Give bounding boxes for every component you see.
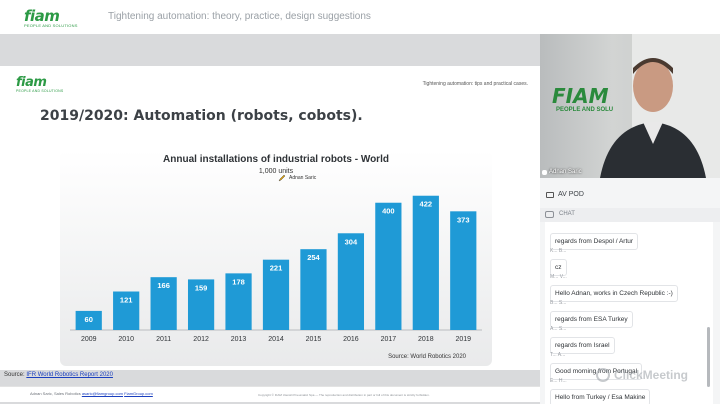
chat-message: E... H... Hello from Turkey / Esa Makine [550,378,651,404]
chat-message-author: B... S... [550,300,567,306]
top-header: fiam PEOPLE AND SOLUTIONS Tightening aut… [0,0,720,34]
chat-message-author: E... H... [550,378,567,384]
chart-data-label-2012: 159 [195,283,208,292]
source-prefix: Source: [4,372,27,378]
chat-message-text: regards from Despol / Artur [550,233,639,250]
chart-tick-label-2012: 2012 [193,336,209,343]
chart-bar-2009 [75,310,102,330]
chart-data-label-2017: 400 [382,207,395,216]
presenter-video[interactable]: FIAM PEOPLE AND SOLU Adnan Saric [540,34,720,178]
chart-tick-label-2011: 2011 [156,336,171,343]
chart-data-label-2009: 60 [85,315,93,324]
chart-tick-label-2018: 2018 [418,336,434,343]
chart-data-label-2014: 221 [270,264,283,273]
slide-logo-subtitle: PEOPLE AND SOLUTIONS [16,89,64,93]
clickmeeting-logo-icon [596,368,610,382]
chat-header[interactable]: CHAT [540,208,720,222]
chart-canvas: 60 2009 121 2010 166 2011 159 2012 178 2013 221 201… [70,195,482,343]
footer-copyright: Copyright © FIAM Utensili Pneumatici Spa… [258,393,430,397]
slide-footer: Adnan Saric, Sales Robotics asaric@fiamg… [0,386,540,402]
chat-message: K... B... cz [550,248,567,276]
chart-title: Annual installations of industrial robot… [163,154,389,165]
chat-icon [545,211,554,218]
chat-message-author: K... B... [550,248,567,254]
chat-message-author [550,222,638,228]
chart-tick-label-2009: 2009 [81,336,97,343]
chart-data-label-2018: 422 [420,200,433,209]
participant-name: Adnan Saric [542,169,582,175]
footer-site-link[interactable]: FiamGroup.com [124,391,153,396]
chart-bar-2011 [150,277,177,330]
pointer-label: Adnan Saric [289,175,317,181]
chart-bar-2010 [113,291,140,330]
chart-tick-label-2013: 2013 [231,336,247,343]
watermark-text: ClickMeeting [614,368,689,382]
presentation-title: Tightening automation: theory, practice,… [108,11,371,22]
slide-heading: 2019/2020: Automation (robots, cobots). [40,108,363,124]
chat-message-text: cz [550,259,567,276]
chart-tick-label-2019: 2019 [455,336,471,343]
chat-message: A... S... regards from Israel [550,326,615,354]
slide-tagline: Tightening automation: tips and practica… [422,81,528,87]
presenter-pointer: Adnan Saric [278,174,316,182]
chat-message-text: regards from ESA Turkey [550,311,633,328]
chat-message-author: T... A... [550,352,566,358]
footer-contact: Adnan Saric, Sales Robotics asaric@fiamg… [30,391,153,396]
chart-tick-label-2017: 2017 [381,336,397,343]
slide: fiam PEOPLE AND SOLUTIONS Tightening aut… [0,66,540,402]
chat-message-text: Hello from Turkey / Esa Makine [550,389,651,404]
logo-word: fiam [24,7,60,25]
chart-data-label-2015: 254 [307,253,320,262]
chart-bar-2015 [300,249,327,330]
chart-subtitle: 1,000 units [258,168,294,175]
av-pod-header[interactable]: AV POD [540,184,720,206]
chat-message-text: regards from Israel [550,337,615,354]
fiam-logo: fiam PEOPLE AND SOLUTIONS [24,7,78,29]
logo-subtitle: PEOPLE AND SOLUTIONS [24,23,78,28]
video-brand-subtitle: PEOPLE AND SOLU [556,107,614,113]
clickmeeting-watermark: ClickMeeting [596,368,688,382]
slide-logo: fiam PEOPLE AND SOLUTIONS [16,75,64,94]
chart-bar-2013 [225,273,252,330]
chat-message-author: A... S... [550,326,567,332]
chart-source: Source: World Robotics 2020 [388,354,466,360]
chart-data-label-2013: 178 [232,277,245,286]
microphone-icon [542,169,547,175]
chat-message-text: Hello Adnan, works in Czech Republic :-) [550,285,678,302]
chat-label: CHAT [559,211,575,217]
video-brand-text: FIAM [552,84,609,108]
footer-name: Adnan Saric, Sales Robotics [30,391,81,396]
camera-icon [546,192,554,198]
chat-message: B... S... regards from ESA Turkey [550,300,633,328]
av-pod-label: AV POD [558,191,584,198]
chat-scrollbar[interactable] [707,327,710,387]
slide-area: fiam PEOPLE AND SOLUTIONS Tightening aut… [0,34,540,404]
chart-tick-label-2016: 2016 [343,336,359,343]
slide-logo-word: fiam [16,75,47,90]
chart-tick-label-2014: 2014 [268,336,284,343]
source-link[interactable]: IFR World Robotics Report 2020 [26,372,113,378]
presenter-figure [600,34,720,178]
chart-data-label-2016: 304 [345,237,358,246]
bar-chart: 60 2009 121 2010 166 2011 159 2012 178 2013 221 201… [60,150,492,366]
chart-data-label-2010: 121 [120,296,133,305]
chart-data-label-2019: 373 [457,215,470,224]
chart-bar-2017 [375,202,402,330]
source-note: Source: IFR World Robotics Report 2020 [4,372,113,378]
right-panel: FIAM PEOPLE AND SOLU Adnan Saric AV POD … [540,34,720,404]
footer-email-link[interactable]: asaric@fiamgroup.com [81,391,124,396]
chart-tick-label-2015: 2015 [306,336,322,343]
pencil-icon [278,174,286,182]
participant-name-label: Adnan Saric [549,169,582,175]
chart-bar-2016 [337,233,365,330]
chart-data-label-2011: 166 [157,281,170,290]
chat-message: M... V... Hello Adnan, works in Czech Rep… [550,274,678,302]
chart-bar-2012 [187,279,215,330]
chart-bar-2014 [262,259,290,330]
chart-bar-2018 [412,195,439,330]
chat-message: regards from Despol / Artur [550,222,639,250]
chat-message-author: M... V... [550,274,567,280]
chart-tick-label-2010: 2010 [118,336,134,343]
chart-bar-2019 [450,211,477,330]
